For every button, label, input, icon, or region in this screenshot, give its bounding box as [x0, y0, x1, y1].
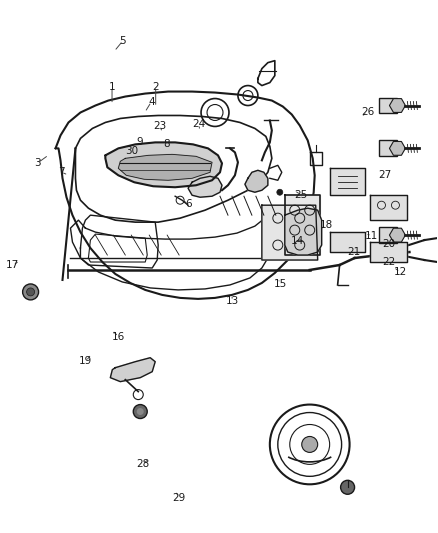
Polygon shape [389, 99, 406, 112]
Text: 29: 29 [172, 492, 185, 503]
Text: 17: 17 [6, 261, 20, 270]
Text: 5: 5 [120, 36, 126, 46]
Text: 3: 3 [35, 158, 41, 168]
Text: 30: 30 [125, 146, 138, 156]
Text: 23: 23 [153, 120, 167, 131]
Polygon shape [188, 176, 222, 197]
Polygon shape [245, 171, 268, 192]
Circle shape [27, 288, 35, 296]
Text: 22: 22 [382, 257, 395, 267]
Text: 4: 4 [148, 97, 155, 107]
Text: 9: 9 [136, 136, 143, 147]
Text: 27: 27 [378, 170, 392, 180]
FancyBboxPatch shape [379, 227, 397, 243]
Polygon shape [370, 242, 407, 262]
Circle shape [277, 189, 283, 195]
Polygon shape [370, 195, 407, 220]
Text: 7: 7 [58, 167, 64, 177]
Circle shape [341, 480, 355, 494]
Circle shape [137, 408, 144, 415]
Text: 14: 14 [291, 236, 304, 246]
Text: 24: 24 [193, 119, 206, 129]
Text: 26: 26 [361, 108, 374, 117]
Polygon shape [330, 168, 364, 195]
Polygon shape [110, 358, 155, 382]
Text: 6: 6 [185, 199, 192, 209]
Text: 21: 21 [347, 247, 360, 256]
Text: 19: 19 [79, 356, 92, 366]
Text: 2: 2 [152, 82, 159, 92]
Text: 8: 8 [163, 139, 170, 149]
Text: 18: 18 [319, 220, 332, 230]
FancyBboxPatch shape [379, 98, 397, 114]
Text: 1: 1 [109, 82, 115, 92]
Polygon shape [262, 205, 318, 260]
Polygon shape [106, 142, 222, 187]
Circle shape [133, 405, 147, 418]
Circle shape [23, 284, 39, 300]
Circle shape [302, 437, 318, 453]
Text: 12: 12 [394, 267, 407, 277]
Polygon shape [118, 155, 212, 180]
Text: 16: 16 [112, 332, 125, 342]
FancyBboxPatch shape [379, 140, 397, 156]
Polygon shape [389, 228, 406, 242]
Text: 28: 28 [136, 459, 149, 469]
Text: 13: 13 [226, 296, 239, 306]
Text: 25: 25 [294, 190, 308, 200]
Polygon shape [330, 232, 364, 252]
Text: 11: 11 [365, 231, 378, 241]
Polygon shape [285, 195, 320, 255]
Text: 15: 15 [273, 279, 287, 288]
Polygon shape [389, 141, 406, 155]
Text: 20: 20 [382, 239, 395, 249]
Polygon shape [285, 208, 321, 255]
